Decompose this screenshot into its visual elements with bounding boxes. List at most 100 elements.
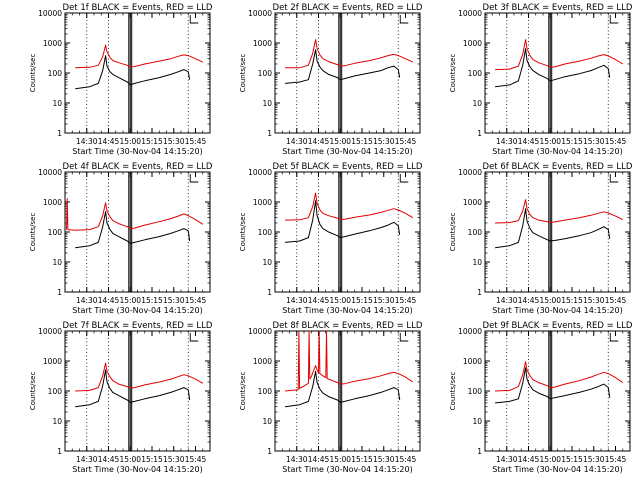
y-tick-label: 10000	[38, 9, 62, 18]
y-axis-label: Counts/sec	[29, 54, 37, 93]
x-axis-label: Start Time (30-Nov-04 14:15:20)	[72, 147, 202, 156]
series-line-lld	[285, 192, 414, 221]
series-line-events	[285, 200, 401, 243]
chart-panel: Det 7f BLACK = Events, RED = LLD Counts/s…	[29, 321, 213, 474]
x-axis-label: Start Time (30-Nov-04 14:15:20)	[282, 306, 412, 315]
series-line-lld	[495, 39, 624, 71]
x-tick-label: 14:30	[286, 296, 308, 305]
x-tick-label: 15:15	[351, 137, 373, 146]
x-tick-label: 15:30	[373, 455, 395, 464]
y-tick-label: 10	[52, 258, 62, 267]
x-tick-label: 15:00	[539, 137, 561, 146]
x-tick-label: 14:45	[518, 296, 540, 305]
chart-title: Det 5f BLACK = Events, RED = LLD	[273, 162, 423, 172]
x-tick-label: 14:45	[518, 455, 540, 464]
series-line-lld	[75, 362, 204, 392]
chart-panel: Det 4f BLACK = Events, RED = LLD Counts/s…	[29, 162, 213, 315]
y-tick-label: 100	[258, 69, 273, 78]
x-axis-label: Start Time (30-Nov-04 14:15:20)	[72, 306, 202, 315]
y-tick-label: 1000	[253, 357, 272, 366]
x-tick-label: 14:45	[308, 455, 330, 464]
y-tick-label: 10000	[248, 9, 272, 18]
y-tick-label: 100	[48, 69, 63, 78]
x-tick-label: 15:15	[561, 455, 583, 464]
chart-title: Det 6f BLACK = Events, RED = LLD	[483, 162, 633, 172]
y-axis-label: Counts/sec	[449, 54, 457, 93]
x-tick-label: 14:30	[76, 455, 98, 464]
x-tick-label: 15:45	[185, 137, 207, 146]
y-tick-label: 1	[57, 288, 62, 297]
x-tick-label: 15:15	[141, 296, 163, 305]
x-tick-label: 15:45	[605, 296, 627, 305]
x-tick-label: 14:30	[76, 296, 98, 305]
y-axis-label: Counts/sec	[29, 213, 37, 252]
y-tick-label: 1	[477, 129, 482, 138]
y-tick-label: 1000	[253, 198, 272, 207]
x-tick-label: 14:45	[308, 296, 330, 305]
series-line-events	[285, 49, 401, 84]
y-tick-label: 1	[267, 129, 272, 138]
x-tick-label: 14:30	[496, 296, 518, 305]
chart-panel: Det 2f BLACK = Events, RED = LLD Counts/s…	[239, 3, 423, 156]
corner-marker	[609, 15, 619, 24]
x-tick-label: 14:45	[518, 137, 540, 146]
chart-title: Det 7f BLACK = Events, RED = LLD	[63, 321, 213, 331]
y-tick-label: 100	[48, 228, 63, 237]
y-tick-label: 100	[468, 228, 483, 237]
x-tick-label: 15:45	[395, 296, 417, 305]
chart-panel: Det 5f BLACK = Events, RED = LLD Counts/s…	[239, 162, 423, 315]
x-tick-label: 15:30	[163, 455, 185, 464]
y-axis-label: Counts/sec	[239, 54, 247, 93]
series-line-lld	[495, 199, 624, 224]
chart-title: Det 8f BLACK = Events, RED = LLD	[273, 321, 423, 331]
corner-marker	[609, 174, 619, 183]
corner-marker	[399, 174, 409, 183]
x-tick-label: 15:45	[605, 455, 627, 464]
x-axis-label: Start Time (30-Nov-04 14:15:20)	[282, 465, 412, 474]
x-tick-label: 15:15	[351, 455, 373, 464]
y-tick-label: 100	[258, 228, 273, 237]
x-axis-label: Start Time (30-Nov-04 14:15:20)	[492, 306, 622, 315]
series-line-lld	[285, 330, 414, 392]
y-tick-label: 10000	[38, 168, 62, 177]
x-tick-label: 15:00	[539, 296, 561, 305]
x-tick-label: 15:00	[329, 455, 351, 464]
series-line-events	[495, 367, 611, 404]
x-tick-label: 14:30	[286, 137, 308, 146]
x-tick-label: 14:45	[98, 296, 120, 305]
x-tick-label: 15:30	[163, 296, 185, 305]
y-tick-label: 10	[262, 99, 272, 108]
y-tick-label: 1000	[253, 39, 272, 48]
chart-title: Det 1f BLACK = Events, RED = LLD	[63, 3, 213, 13]
x-tick-label: 15:00	[119, 455, 141, 464]
y-tick-label: 1	[57, 129, 62, 138]
x-tick-label: 15:00	[539, 455, 561, 464]
y-tick-label: 10	[472, 417, 482, 426]
x-tick-label: 15:00	[119, 296, 141, 305]
series-line-lld	[66, 198, 204, 231]
x-tick-label: 15:15	[351, 296, 373, 305]
series-line-events	[75, 369, 191, 408]
x-tick-label: 15:45	[395, 137, 417, 146]
y-axis-label: Counts/sec	[239, 372, 247, 411]
series-line-lld	[495, 361, 624, 392]
y-tick-label: 10	[262, 417, 272, 426]
y-tick-label: 100	[48, 387, 63, 396]
y-tick-label: 10	[52, 417, 62, 426]
chart-panel: Det 9f BLACK = Events, RED = LLD Counts/s…	[449, 321, 633, 474]
y-tick-label: 10000	[248, 168, 272, 177]
y-tick-label: 1	[267, 288, 272, 297]
y-tick-label: 10	[52, 99, 62, 108]
x-tick-label: 14:30	[496, 455, 518, 464]
y-tick-label: 1000	[463, 357, 482, 366]
y-tick-label: 10000	[458, 327, 482, 336]
y-tick-label: 10000	[248, 327, 272, 336]
chart-panel: Det 1f BLACK = Events, RED = LLD Counts/s…	[29, 3, 213, 156]
corner-marker	[189, 15, 199, 24]
y-tick-label: 10	[262, 258, 272, 267]
x-axis-label: Start Time (30-Nov-04 14:15:20)	[492, 147, 622, 156]
series-line-events	[285, 370, 401, 408]
y-tick-label: 10000	[458, 9, 482, 18]
x-tick-label: 15:45	[605, 137, 627, 146]
chart-title: Det 3f BLACK = Events, RED = LLD	[483, 3, 633, 13]
